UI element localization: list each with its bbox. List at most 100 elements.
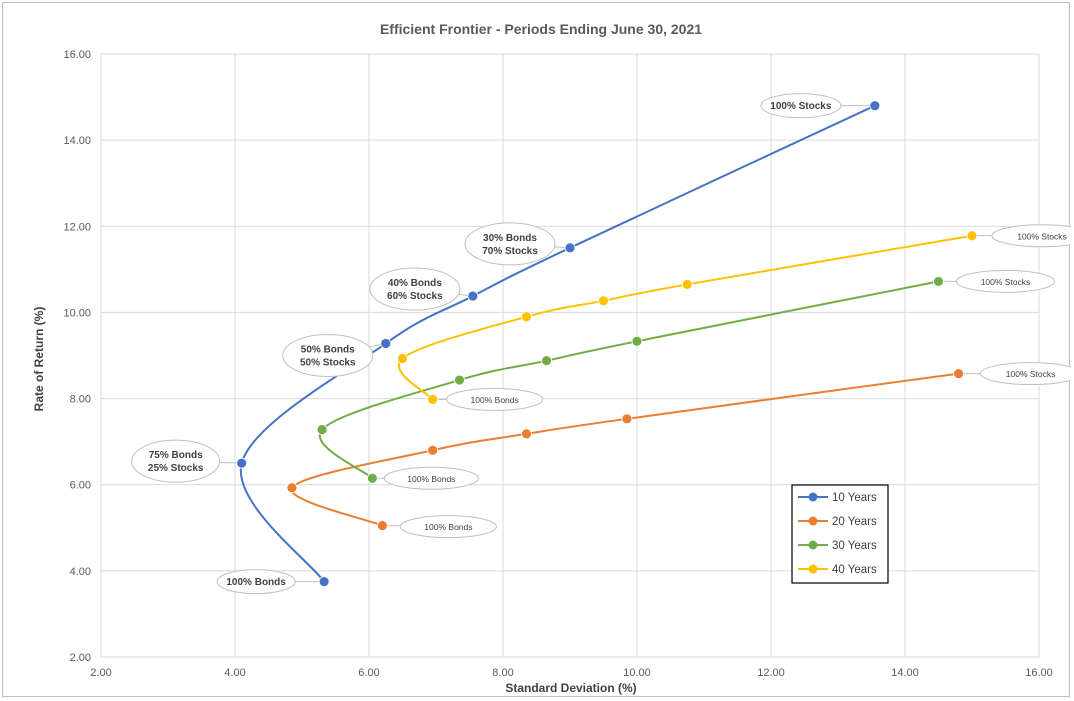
data-point-10-years: [564, 242, 576, 254]
annotation-callout: 50% Bonds 50% Stocks: [282, 333, 386, 377]
legend-label: 40 Years: [832, 564, 877, 576]
annotation-label: 50% Stocks: [300, 357, 356, 368]
legend-marker: [808, 492, 818, 502]
data-point-40-years: [427, 394, 439, 405]
x-tick-label: 8.00: [492, 667, 513, 679]
legend-marker: [808, 540, 818, 550]
annotation-callout: 40% Bonds 60% Stocks: [369, 267, 473, 311]
legend: 10 Years 20 Years 30 Years 40 Years: [791, 484, 889, 584]
annotation-label: 100% Bonds: [407, 474, 455, 484]
data-point-30-years: [933, 276, 944, 287]
chart-title: Efficient Frontier - Periods Ending June…: [380, 21, 702, 37]
data-point-30-years: [541, 355, 552, 367]
x-tick-label: 16.00: [1025, 667, 1053, 679]
y-tick-label: 16.00: [63, 49, 91, 61]
annotation-label: 30% Bonds: [483, 233, 537, 244]
data-point-10-years: [467, 290, 479, 302]
data-point-40-years: [966, 230, 978, 242]
annotation-label: 100% Bonds: [424, 522, 472, 532]
series-points: [236, 100, 978, 588]
data-point-40-years: [521, 311, 532, 323]
x-tick-label: 10.00: [623, 667, 651, 679]
y-tick-label: 2.00: [70, 652, 91, 664]
data-point-20-years: [376, 520, 388, 532]
annotation-callout: 100% Stocks: [760, 93, 875, 119]
legend-label: 20 Years: [832, 516, 877, 528]
annotation-label: 100% Bonds: [471, 395, 519, 405]
callout-bubble: [399, 515, 497, 539]
efficient-frontier-chart: Efficient Frontier - Periods Ending June…: [32, 21, 1071, 695]
annotation-callout: 100% Bonds: [216, 569, 325, 595]
legend-item-30-years: 30 Years: [798, 540, 877, 552]
x-tick-label: 2.00: [90, 667, 111, 679]
annotation-label: 100% Stocks: [1006, 369, 1056, 379]
y-tick-label: 12.00: [63, 221, 91, 233]
legend-box: [791, 484, 889, 584]
annotation-callout: 100% Bonds: [382, 515, 497, 539]
annotation-label: 100% Stocks: [1017, 231, 1067, 241]
legend-item-40-years: 40 Years: [798, 564, 877, 576]
data-point-10-years: [869, 100, 881, 112]
callout-bubble: [383, 466, 479, 490]
callout-bubble: [216, 569, 296, 595]
annotation-label: 60% Stocks: [387, 291, 443, 302]
x-tick-label: 6.00: [358, 667, 379, 679]
x-axis-title: Standard Deviation (%): [505, 681, 636, 695]
tick-labels: 2.00 4.00 6.00 8.00 10.00 12.00 14.00 16.00 2.00…: [63, 49, 1052, 679]
y-tick-label: 10.00: [63, 307, 91, 319]
annotation-callout: 100% Stocks: [958, 362, 1071, 386]
annotation-callout: 30% Bonds 70% Stocks: [464, 222, 571, 266]
annotation-label: 50% Bonds: [301, 344, 355, 355]
annotation-callout: 75% Bonds 25% Stocks: [131, 439, 242, 483]
legend-item-10-years: 10 Years: [798, 492, 877, 504]
data-point-10-years: [318, 576, 330, 588]
data-point-30-years: [454, 374, 465, 386]
callout-bubble: [760, 93, 842, 119]
data-point-30-years: [631, 335, 643, 347]
data-point-40-years: [397, 353, 408, 364]
callout-bubble: [464, 222, 556, 266]
data-point-30-years: [316, 424, 328, 435]
legend-marker: [808, 516, 818, 526]
y-tick-label: 14.00: [63, 135, 91, 147]
y-tick-label: 8.00: [70, 394, 91, 406]
data-point-10-years: [236, 457, 248, 469]
data-point-20-years: [953, 368, 964, 379]
data-point-40-years: [681, 279, 693, 290]
x-tick-label: 14.00: [891, 667, 919, 679]
callout-bubble: [282, 333, 374, 377]
annotation-label: 40% Bonds: [388, 278, 442, 289]
y-axis-title: Rate of Return (%): [32, 307, 46, 412]
annotation-label: 100% Stocks: [770, 101, 832, 112]
y-tick-label: 4.00: [70, 566, 91, 578]
x-tick-label: 12.00: [757, 667, 785, 679]
y-tick-label: 6.00: [70, 480, 91, 492]
callout-bubble: [446, 387, 544, 411]
callout-bubble: [980, 362, 1071, 386]
annotation-callout: 100% Stocks: [938, 269, 1055, 293]
annotation-callout: 100% Bonds: [432, 387, 544, 411]
annotation-label: 100% Bonds: [226, 577, 286, 588]
legend-label: 10 Years: [832, 492, 877, 504]
callout-bubble: [131, 439, 221, 483]
legend-marker: [808, 564, 818, 574]
callout-bubble: [369, 267, 461, 311]
series-line-30-years: [318, 280, 939, 480]
x-tick-label: 4.00: [224, 667, 245, 679]
data-point-20-years: [521, 428, 532, 440]
annotation-label: 100% Stocks: [981, 277, 1031, 287]
data-point-20-years: [427, 444, 439, 456]
data-point-40-years: [598, 295, 609, 307]
callout-bubble: [956, 269, 1055, 293]
data-point-30-years: [366, 472, 378, 484]
data-point-20-years: [621, 413, 633, 425]
annotation-callout: 100% Stocks: [972, 224, 1071, 248]
data-point-10-years: [380, 338, 392, 349]
legend-item-20-years: 20 Years: [798, 516, 877, 528]
legend-label: 30 Years: [832, 540, 877, 552]
series-line-10-years: [239, 104, 876, 583]
data-point-20-years: [286, 482, 298, 494]
annotation-label: 25% Stocks: [148, 463, 204, 474]
